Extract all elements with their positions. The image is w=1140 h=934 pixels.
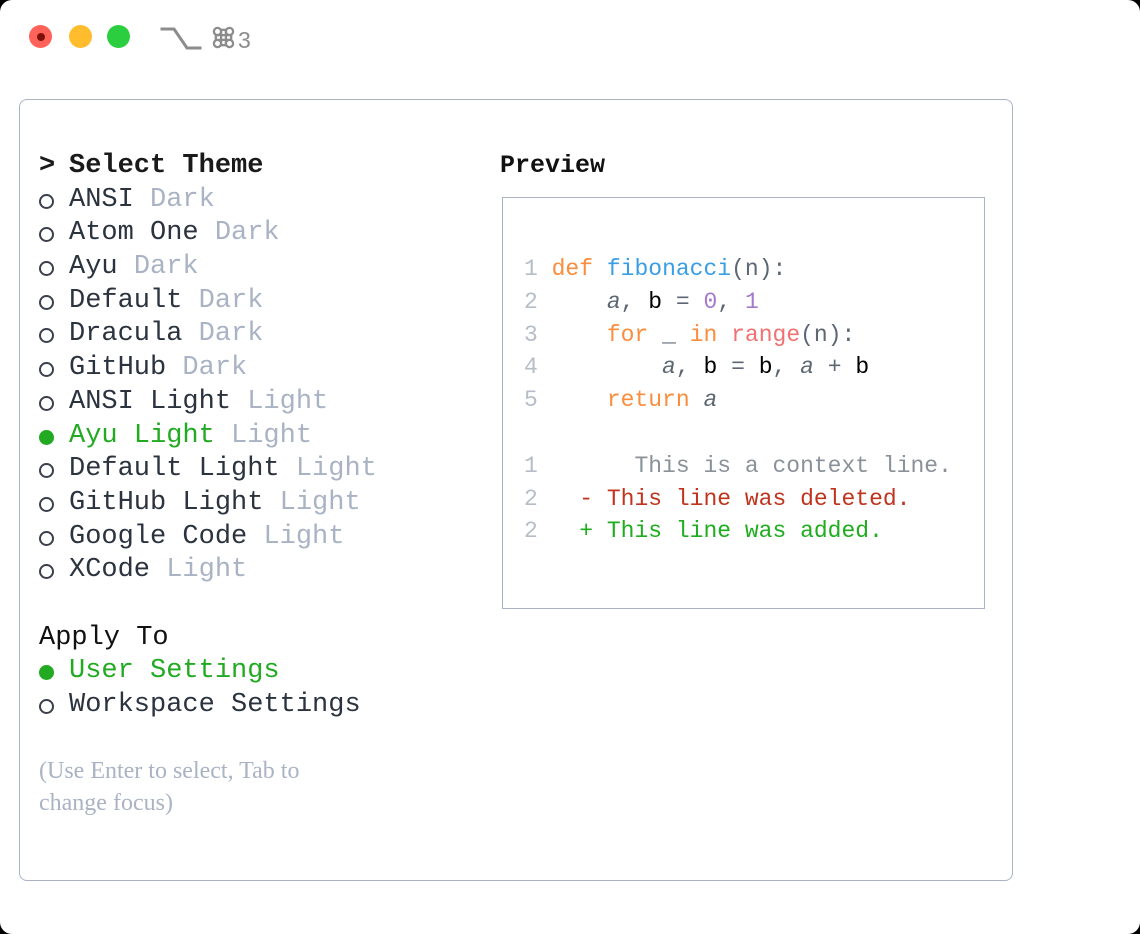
- svg-text:3: 3: [238, 27, 251, 53]
